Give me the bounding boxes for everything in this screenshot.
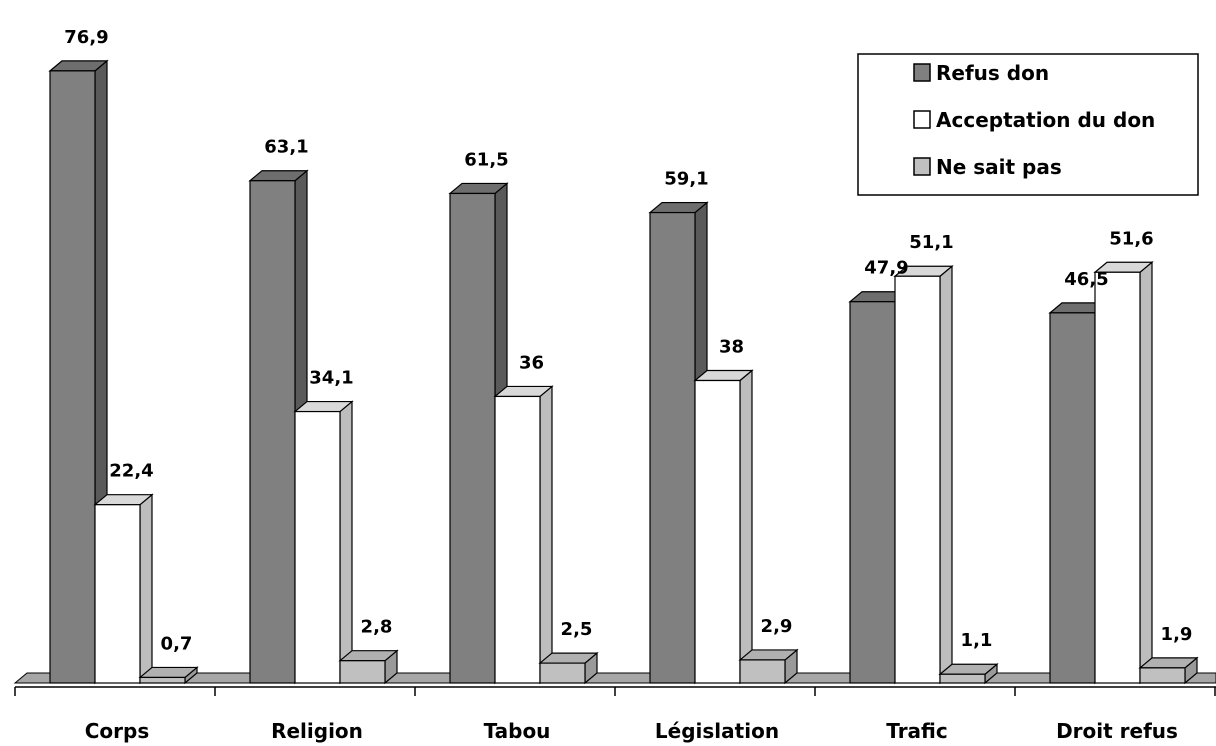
data-labels: 76,9 22,4 0,7 63,1 34,1 2,8 61,5 36 2,5 59,1 38 2,9… xyxy=(64,27,1192,655)
legend-swatch-acceptation-du-don xyxy=(913,110,931,129)
bar-acceptation-du-don-corps xyxy=(93,493,154,685)
data-label-acceptation-du-don-trafic: 51,1 xyxy=(909,232,953,253)
bar-refus-don-corps xyxy=(48,59,109,685)
bar-acceptation-du-don-legislation xyxy=(693,369,754,685)
data-label-acceptation-du-don-corps: 22,4 xyxy=(109,461,153,482)
data-label-ne-sait-pas-trafic: 1,1 xyxy=(961,630,993,651)
bar-acceptation-du-don-trafic xyxy=(893,264,954,685)
bar-ne-sait-pas-droit-refus xyxy=(1138,656,1199,685)
bar-ne-sait-pas-religion xyxy=(338,649,399,685)
legend: Refus don Acceptation du don Ne sait pas xyxy=(857,53,1199,196)
legend-label-acceptation-du-don: Acceptation du don xyxy=(936,108,1155,132)
data-label-ne-sait-pas-legislation: 2,9 xyxy=(761,616,793,637)
data-label-acceptation-du-don-tabou: 36 xyxy=(519,352,544,373)
data-label-refus-don-droit-refus: 46,5 xyxy=(1064,269,1108,290)
bar-acceptation-du-don-religion xyxy=(293,400,354,685)
data-label-refus-don-corps: 76,9 xyxy=(64,27,108,48)
legend-swatch-refus-don xyxy=(913,63,931,82)
legend-swatch-ne-sait-pas xyxy=(913,157,931,176)
data-label-refus-don-tabou: 61,5 xyxy=(464,149,508,170)
data-label-refus-don-legislation: 59,1 xyxy=(664,169,708,190)
data-label-acceptation-du-don-religion: 34,1 xyxy=(309,368,353,389)
data-label-refus-don-trafic: 47,9 xyxy=(864,258,908,279)
legend-label-refus-don: Refus don xyxy=(936,61,1049,85)
data-label-ne-sait-pas-tabou: 2,5 xyxy=(561,619,593,640)
legend-label-ne-sait-pas: Ne sait pas xyxy=(936,155,1062,179)
x-tick-label-tabou: Tabou xyxy=(484,719,551,743)
x-tick-label-trafic: Trafic xyxy=(886,719,947,743)
data-label-ne-sait-pas-corps: 0,7 xyxy=(161,633,193,654)
x-tick-label-corps: Corps xyxy=(85,719,150,743)
bar-series-group xyxy=(48,59,1199,685)
bar-ne-sait-pas-legislation xyxy=(738,648,799,685)
bar-ne-sait-pas-tabou xyxy=(538,651,599,685)
bar-ne-sait-pas-corps xyxy=(138,666,199,685)
data-label-acceptation-du-don-legislation: 38 xyxy=(719,337,744,358)
bar-acceptation-du-don-tabou xyxy=(493,385,554,685)
data-label-ne-sait-pas-droit-refus: 1,9 xyxy=(1161,624,1193,645)
bar-ne-sait-pas-trafic xyxy=(938,662,999,685)
x-tick-label-legislation: Législation xyxy=(655,719,779,743)
data-label-refus-don-religion: 63,1 xyxy=(264,137,308,158)
x-tick-label-droit-refus: Droit refus xyxy=(1056,719,1178,743)
data-label-acceptation-du-don-droit-refus: 51,6 xyxy=(1109,228,1153,249)
x-tick-label-religion: Religion xyxy=(271,719,363,743)
x-axis: Corps Religion Tabou Législation Trafic Droit… xyxy=(14,686,1216,743)
bar-acceptation-du-don-droit-refus xyxy=(1093,260,1154,685)
data-label-ne-sait-pas-religion: 2,8 xyxy=(361,617,393,638)
